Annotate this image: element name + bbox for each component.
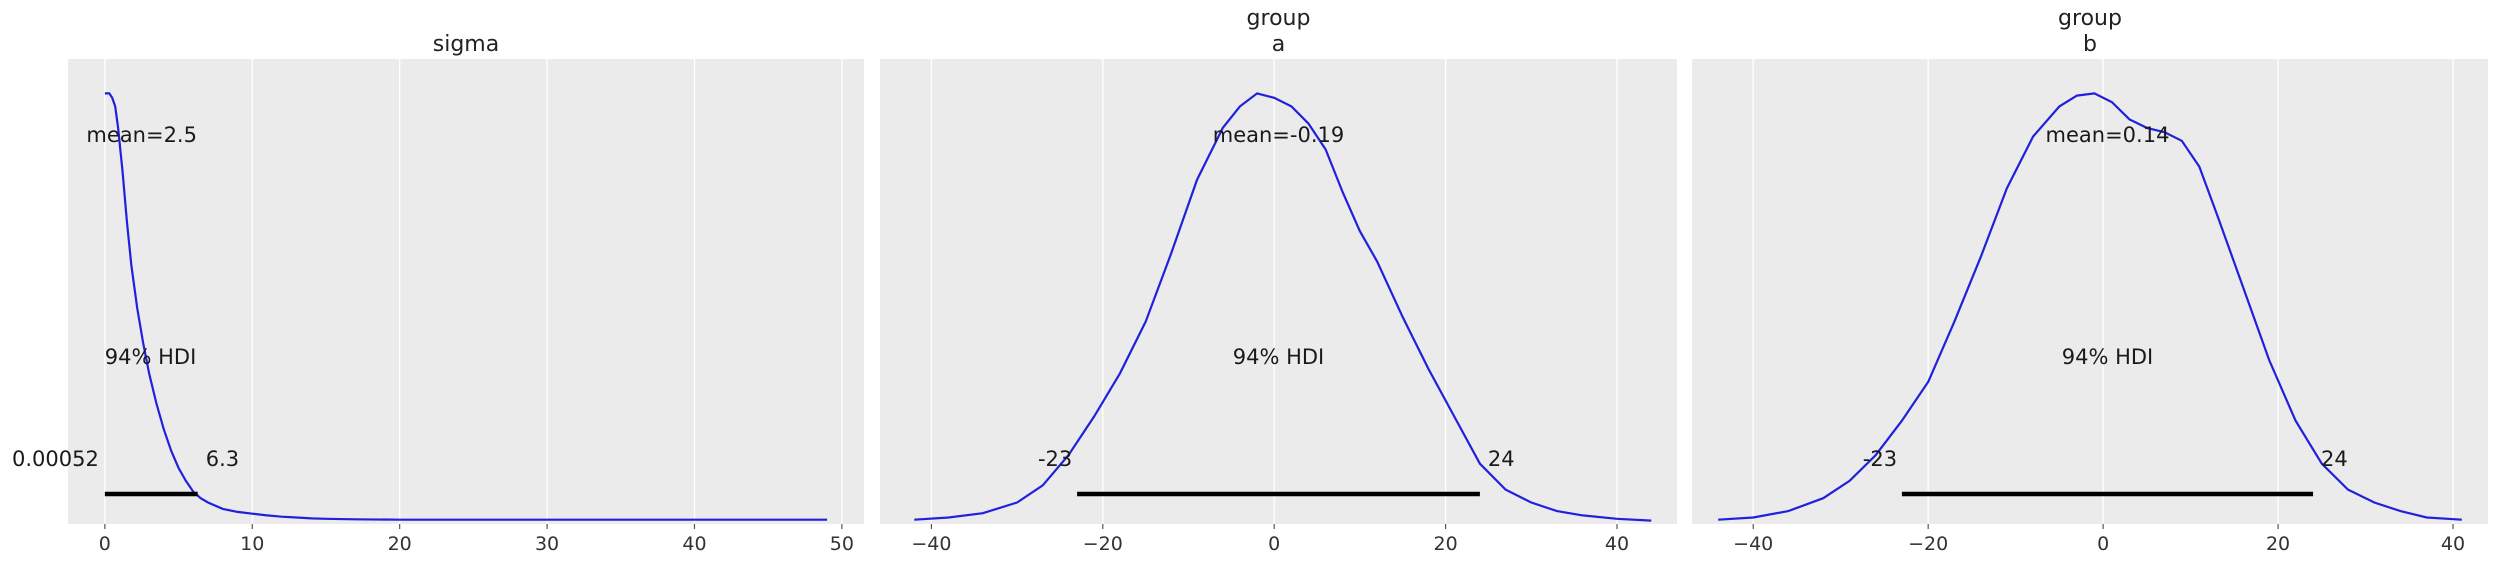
x-tick-label: −40 [911,533,951,555]
density-curve [914,92,1652,522]
density-curve [1718,92,2462,521]
hdi-low-label: -23 [1863,447,1897,471]
mean-label: mean=2.5 [86,123,197,147]
x-tick-label: 20 [1434,533,1458,555]
panel-title: group [1247,6,1311,31]
x-tick-label: 0 [99,533,111,555]
x-tick-label: 20 [388,533,412,555]
x-tick-label: −20 [1083,533,1123,555]
panel-1: 0 10 20 30 40 50 sigma 0.00052 6.3 mean=2.5 94% HD… [12,32,864,555]
hdi-label: 94% HDI [2062,345,2154,369]
plot-area [880,59,1677,524]
x-tick-label: 50 [830,533,854,555]
panel-title: a [1272,32,1285,57]
hdi-label: 94% HDI [1233,345,1325,369]
density-curve [104,92,828,521]
x-tick-label: −40 [1733,533,1773,555]
hdi-low-label: -23 [1038,447,1072,471]
hdi-low-label: 0.00052 [12,447,99,471]
x-tick-label: 0 [1268,533,1280,555]
plot-area [1692,59,2488,524]
plot-area [68,59,864,524]
hdi-high-label: 24 [1488,447,1515,471]
mean-label: mean=0.14 [2046,123,2170,147]
hdi-high-label: 24 [2321,447,2348,471]
x-tick-label: 40 [682,533,706,555]
panel-title: group [2058,6,2122,31]
panel-title: b [2083,32,2097,57]
x-tick-label: 0 [2097,533,2109,555]
x-tick-label: 10 [240,533,264,555]
hdi-label: 94% HDI [105,345,197,369]
x-tick-label: 20 [2266,533,2290,555]
panel-title: sigma [433,32,499,57]
x-tick-label: 40 [2441,533,2465,555]
mean-label: mean=-0.19 [1213,123,1345,147]
x-tick-label: −20 [1908,533,1948,555]
x-tick-label: 40 [1605,533,1629,555]
hdi-high-label: 6.3 [206,447,239,471]
x-tick-label: 30 [535,533,559,555]
